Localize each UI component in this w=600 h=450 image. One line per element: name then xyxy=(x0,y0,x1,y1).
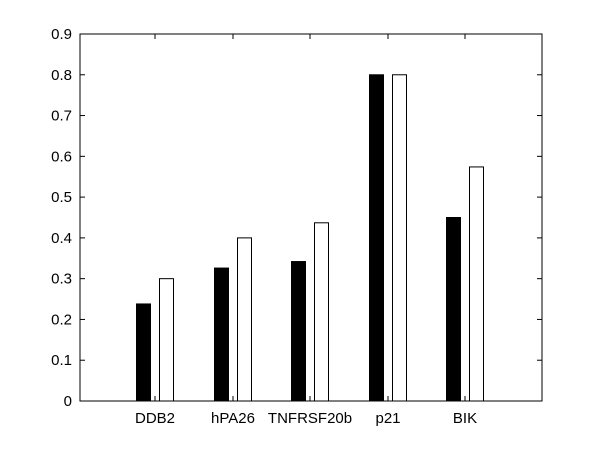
plot-area-frame xyxy=(79,33,543,402)
y-tick-label: 0.7 xyxy=(51,108,72,125)
bar-p21-series-1 xyxy=(369,74,384,402)
x-tick-label-bik: BIK xyxy=(453,410,477,427)
bar-bik-series-2 xyxy=(469,166,484,402)
y-tick-label: 0.9 xyxy=(51,26,72,43)
y-axis: 0 0.1 0.2 0.3 0.4 0.5 0.6 0.7 0.8 0.9 xyxy=(51,26,542,410)
x-axis: DDB2 hPA26 TNFRSF20b p21 BIK xyxy=(135,34,477,427)
bars-layer xyxy=(136,74,484,402)
bar-tnfrsf20b-series-1 xyxy=(291,261,306,402)
bar-ddb2-series-2 xyxy=(159,278,174,402)
y-tick-label: 0.1 xyxy=(51,352,72,369)
x-tick-label-hpa26: hPA26 xyxy=(211,410,255,427)
bar-hpa26-series-2 xyxy=(237,237,252,402)
bar-ddb2-series-1 xyxy=(136,303,151,402)
bar-bik-series-1 xyxy=(446,217,461,402)
y-tick-label: 0.6 xyxy=(51,148,72,165)
y-tick-label: 0.8 xyxy=(51,67,72,84)
x-tick-label-tnfrsf20b: TNFRSF20b xyxy=(268,410,352,427)
bar-tnfrsf20b-series-2 xyxy=(314,222,329,402)
y-tick-label: 0.3 xyxy=(51,271,72,288)
y-tick-label: 0.2 xyxy=(51,311,72,328)
y-tick-label: 0 xyxy=(64,393,72,410)
bar-p21-series-2 xyxy=(392,74,407,402)
y-tick-label: 0.5 xyxy=(51,189,72,206)
y-tick-label: 0.4 xyxy=(51,230,72,247)
x-tick-label-p21: p21 xyxy=(375,410,400,427)
x-tick-label-ddb2: DDB2 xyxy=(135,410,175,427)
bar-hpa26-series-1 xyxy=(214,267,229,402)
